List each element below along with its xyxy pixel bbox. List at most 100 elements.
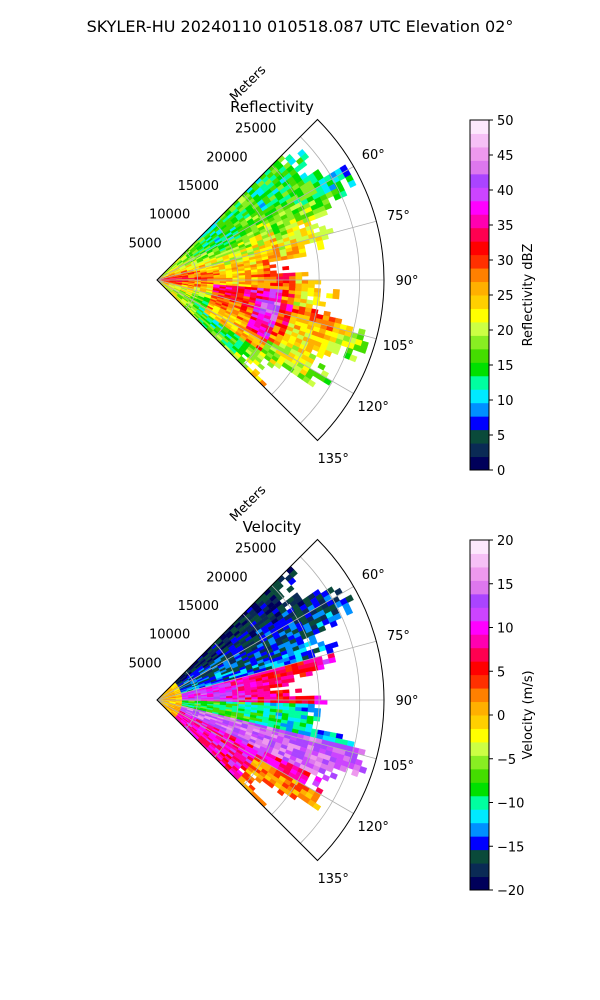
echo-cell (244, 694, 252, 698)
echo-cell (331, 347, 340, 356)
echo-cell (276, 273, 284, 278)
angle-spoke (156, 586, 354, 701)
echo-cell (270, 696, 278, 701)
echo-cell (238, 275, 246, 279)
echo-cell (323, 349, 333, 358)
echo-cell (333, 612, 342, 621)
echo-cell (263, 279, 271, 284)
echo-cell (289, 279, 296, 284)
echo-cell (287, 678, 295, 683)
colorbar-swatch (470, 281, 489, 296)
echo-cell (301, 283, 309, 289)
echo-cell (244, 274, 252, 278)
panel-title: Velocity (243, 518, 302, 536)
echo-cell (289, 272, 296, 277)
colorbar-swatch (470, 661, 489, 676)
echo-cell (332, 289, 340, 295)
echo-cell (311, 222, 320, 230)
echo-cell (329, 620, 338, 628)
echo-cell (276, 689, 284, 694)
panel-title: Reflectivity (230, 98, 314, 116)
echo-cell (270, 702, 277, 707)
radial-tick-label: 25000 (235, 122, 276, 137)
echo-cell (308, 279, 315, 285)
angle-spoke (156, 279, 377, 340)
colorbar-swatch (470, 402, 489, 417)
colorbar-swatch (470, 876, 489, 891)
echo-cell (322, 658, 330, 665)
echo-cell (276, 279, 284, 284)
echo-cell (263, 699, 271, 704)
colorbar-swatch (470, 389, 489, 404)
echo-cell (307, 291, 315, 297)
colorbar-tick-label: 15 (497, 359, 514, 374)
echo-cell (295, 279, 303, 285)
echo-cell (270, 693, 277, 698)
colorbar-tick-label: 10 (497, 622, 514, 637)
echo-cell (319, 209, 328, 217)
colorbar-swatch (470, 580, 489, 595)
echo-cell (298, 160, 308, 169)
colorbar-tick-label: 0 (497, 709, 505, 724)
colorbar-swatch (470, 295, 489, 309)
colorbar-label: Reflectivity dBZ (521, 244, 536, 347)
colorbar-swatch (470, 768, 489, 783)
echo-cell (269, 690, 277, 695)
colorbar-tick-label: 30 (497, 254, 514, 269)
colorbar-swatch (470, 741, 489, 756)
echo-cell (330, 641, 339, 649)
colorbar-tick-label: 25 (497, 289, 514, 304)
angle-tick-label: 90° (395, 274, 418, 289)
echo-cell (282, 699, 290, 704)
echo-cell (312, 300, 320, 306)
radial-tick-label: 15000 (178, 599, 219, 614)
echo-cell (269, 684, 277, 689)
echo-cell (275, 683, 283, 688)
radial-tick-label: 20000 (206, 570, 247, 585)
colorbar-swatch (470, 429, 489, 444)
colorbar-tick-label: 15 (497, 578, 514, 593)
radial-tick-label: 5000 (129, 656, 162, 671)
sector-outline (156, 118, 385, 442)
echo-cell (358, 765, 368, 774)
colorbar-swatch (470, 375, 489, 390)
echo-cell (316, 351, 325, 359)
echo-cell (301, 703, 309, 709)
reflectivity-colorbar: 0 5 10 15 20 25 30 35 40 45 50 (469, 114, 514, 479)
echo-cell (345, 594, 354, 603)
sector-outline (156, 538, 385, 862)
colorbar-tick-label: −20 (497, 884, 524, 899)
echo-cell (275, 582, 284, 591)
colorbar-tick-label: 10 (497, 394, 514, 409)
echo-cell (245, 357, 254, 365)
echo-cell (326, 293, 334, 299)
echo-cell (299, 252, 307, 258)
colorbar-swatch (470, 227, 489, 242)
echo-cell (282, 276, 290, 281)
echo-cell (307, 707, 315, 713)
angle-spoke (156, 166, 354, 281)
figure-title: SKYLER-HU 20240110 010518.087 UTC Elevat… (87, 17, 514, 36)
colorbar-swatch (470, 173, 489, 188)
echo-cell (307, 379, 316, 388)
echo-cell (348, 354, 358, 363)
colorbar-swatch (470, 674, 489, 689)
echo-cell (263, 696, 271, 701)
echo-cell (308, 699, 315, 705)
reflectivity-panel: Reflectivity 5000 10000 15000 20000 25000 60… (129, 63, 536, 479)
echo-cell (276, 693, 284, 698)
colorbar-tick-label: −10 (497, 797, 524, 812)
colorbar-swatch (470, 715, 489, 729)
radial-tick-label: 10000 (149, 628, 190, 643)
colorbar-tick-label: 0 (497, 464, 505, 479)
colorbar-swatch (470, 809, 489, 824)
angle-tick-label: 105° (383, 759, 414, 774)
echo-cell (314, 699, 322, 705)
colorbar-swatch (470, 593, 489, 608)
echo-cell (307, 287, 315, 293)
colorbar-swatch (470, 133, 489, 148)
colorbar-swatch (470, 416, 489, 431)
colorbar-swatch (470, 160, 489, 175)
echo-cell (295, 699, 303, 705)
colorbar-swatch (470, 634, 489, 649)
